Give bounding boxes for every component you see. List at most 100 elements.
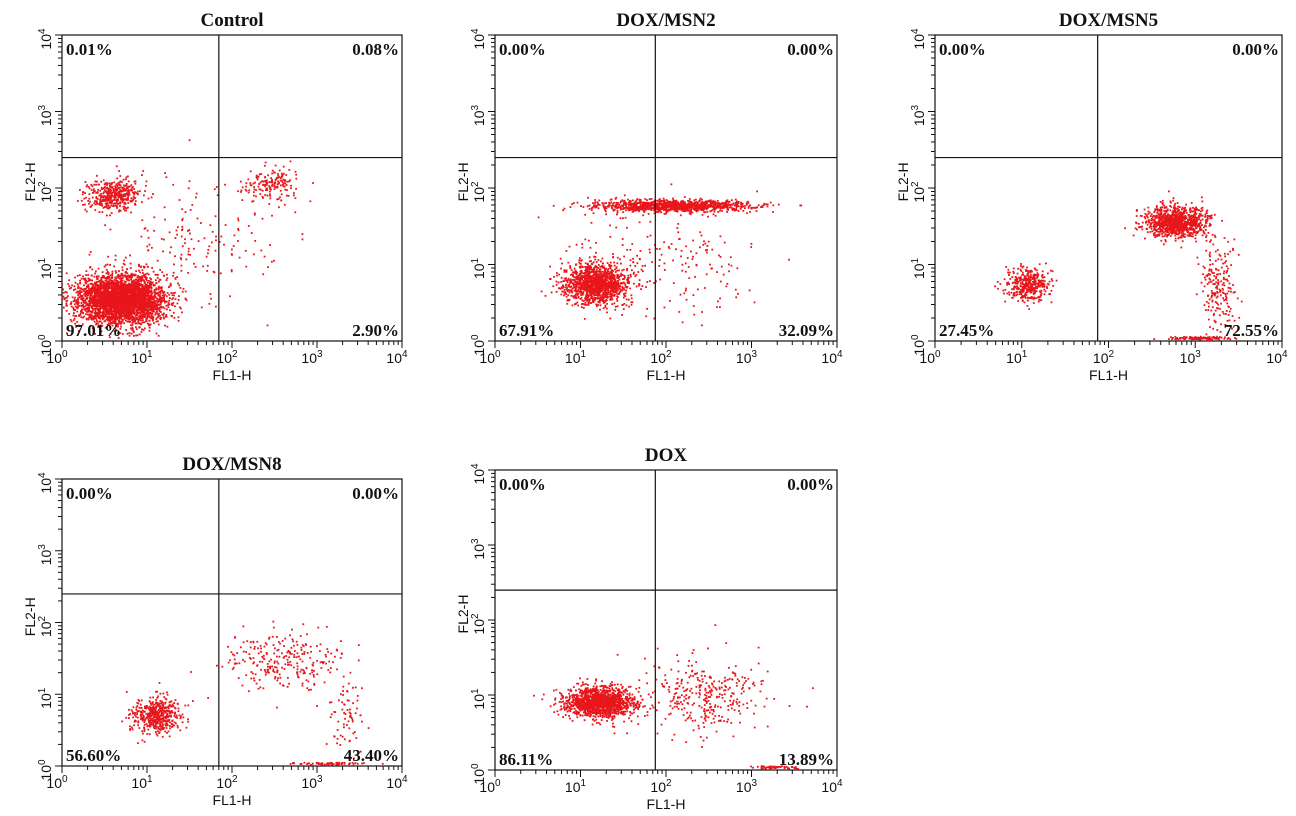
scatter-point (130, 309, 132, 311)
scatter-point (134, 317, 136, 320)
scatter-point (282, 183, 284, 186)
scatter-point (146, 317, 148, 319)
scatter-point (173, 316, 176, 319)
scatter-point (142, 329, 145, 331)
scatter-point (575, 273, 578, 276)
scatter-point (126, 332, 129, 335)
scatter-point (102, 280, 104, 283)
scatter-point (128, 301, 130, 304)
scatter-point (118, 170, 120, 172)
scatter-point (91, 300, 94, 303)
scatter-point (161, 306, 164, 309)
scatter-point (133, 334, 135, 337)
scatter-point (138, 333, 141, 336)
scatter-point (140, 298, 143, 301)
scatter-point (91, 302, 94, 304)
scatter-point (612, 253, 614, 255)
scatter-point (151, 316, 153, 319)
scatter-point (103, 313, 105, 315)
scatter-point (582, 291, 585, 293)
scatter-point (120, 313, 123, 316)
scatter-point (134, 299, 137, 301)
scatter-point (110, 196, 113, 199)
scatter-point (113, 327, 116, 330)
scatter-point (165, 279, 168, 281)
scatter-point (205, 255, 208, 258)
scatter-point (76, 307, 79, 310)
scatter-point (117, 322, 120, 325)
scatter-point (116, 307, 118, 310)
scatter-point (586, 298, 588, 301)
scatter-point (142, 279, 145, 281)
scatter-point (79, 282, 82, 285)
scatter-point (93, 202, 96, 205)
scatter-point (247, 225, 250, 227)
scatter-point (99, 283, 102, 286)
scatter-point (86, 313, 89, 316)
scatter-point (101, 276, 104, 279)
scatter-point (259, 181, 262, 184)
scatter-point (606, 275, 609, 278)
scatter-point (127, 180, 130, 183)
scatter-point (105, 195, 108, 198)
scatter-point (258, 183, 260, 185)
scatter-point (84, 277, 87, 280)
scatter-point (84, 309, 87, 312)
scatter-point (121, 199, 124, 201)
scatter-point (88, 197, 91, 200)
scatter-point (138, 263, 140, 266)
scatter-point (121, 292, 123, 295)
scatter-point (609, 291, 612, 294)
scatter-point (584, 303, 587, 306)
scatter-point (144, 302, 147, 305)
scatter-point (94, 290, 97, 293)
scatter-point (137, 307, 140, 310)
scatter-point (251, 200, 254, 203)
scatter-point (124, 201, 126, 204)
scatter-point (74, 296, 76, 299)
scatter-point (120, 278, 122, 280)
scatter-point (156, 273, 158, 276)
scatter-point (137, 264, 140, 267)
scatter-point (96, 201, 98, 204)
scatter-point (106, 263, 109, 266)
scatter-point (115, 282, 118, 284)
scatter-point (283, 182, 285, 185)
scatter-point (139, 297, 141, 300)
scatter-point (208, 302, 211, 305)
scatter-point (262, 197, 264, 199)
scatter-point (106, 298, 108, 301)
scatter-point (132, 330, 135, 332)
scatter-point (130, 291, 133, 294)
scatter-point (131, 308, 134, 311)
scatter-point (73, 312, 75, 314)
scatter-point (149, 282, 152, 285)
scatter-point (189, 209, 192, 211)
scatter-point (112, 287, 115, 290)
scatter-point (125, 286, 128, 288)
scatter-point (84, 281, 87, 284)
y-tick-label: 102 (37, 181, 54, 203)
scatter-point (128, 282, 131, 285)
scatter-point (130, 273, 133, 276)
scatter-point (123, 290, 126, 293)
scatter-point (143, 280, 146, 282)
scatter-point (79, 287, 82, 290)
scatter-point (135, 284, 138, 287)
scatter-point (141, 306, 143, 309)
scatter-point (114, 270, 117, 272)
scatter-point (100, 192, 102, 195)
scatter-point (85, 290, 88, 292)
scatter-point (89, 303, 92, 305)
scatter-point (138, 315, 140, 318)
scatter-point (118, 281, 121, 283)
scatter-point (578, 261, 581, 264)
scatter-point (566, 279, 569, 282)
scatter-point (130, 184, 133, 187)
scatter-point (114, 194, 117, 197)
scatter-point (89, 294, 92, 297)
scatter-point (99, 189, 102, 192)
scatter-point (109, 333, 112, 335)
scatter-point (586, 262, 589, 265)
scatter-point (579, 281, 582, 283)
